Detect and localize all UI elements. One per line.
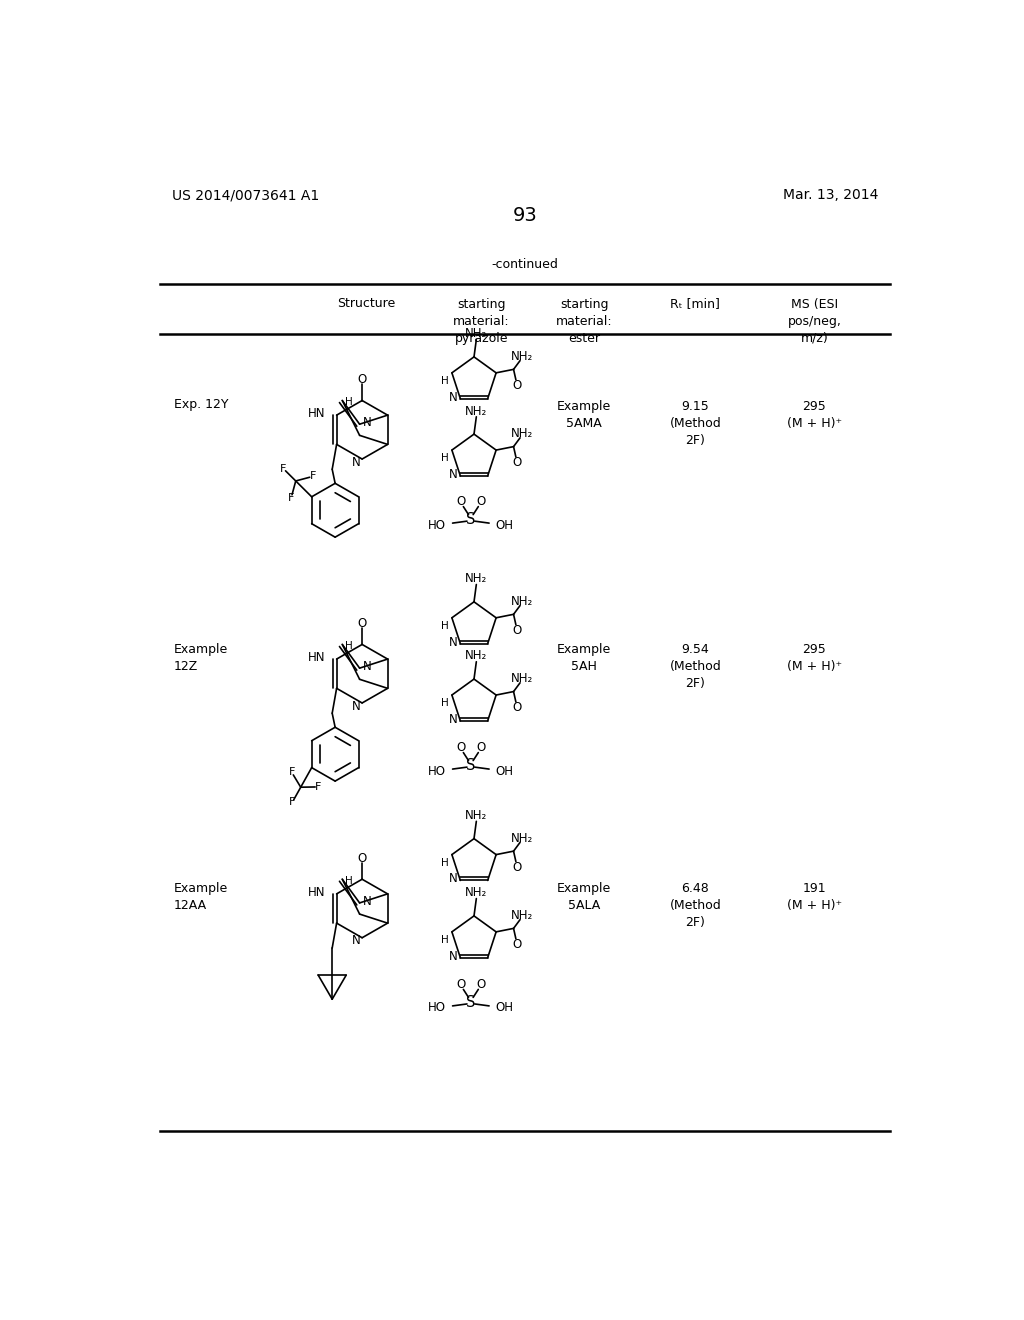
Text: HO: HO: [428, 519, 445, 532]
Text: NH₂: NH₂: [465, 649, 487, 663]
Text: N: N: [362, 660, 372, 673]
Text: OH: OH: [496, 764, 514, 777]
Text: 9.15
(Method
2F): 9.15 (Method 2F): [670, 400, 721, 447]
Text: HN: HN: [308, 886, 326, 899]
Text: N: N: [449, 391, 458, 404]
Text: NH₂: NH₂: [511, 909, 532, 923]
Text: Example
5AH: Example 5AH: [557, 643, 611, 673]
Text: 93: 93: [512, 206, 538, 224]
Text: O: O: [476, 495, 485, 508]
Text: N: N: [449, 873, 458, 886]
Text: N: N: [352, 935, 360, 948]
Text: S: S: [466, 512, 475, 527]
Text: H: H: [345, 642, 353, 651]
Text: NH₂: NH₂: [465, 886, 487, 899]
Text: Rₜ [min]: Rₜ [min]: [671, 297, 720, 310]
Text: Example
5AMA: Example 5AMA: [557, 400, 611, 430]
Text: O: O: [357, 616, 367, 630]
Text: N: N: [449, 467, 458, 480]
Text: Example
12Z: Example 12Z: [174, 643, 228, 673]
Text: 191
(M + H)⁺: 191 (M + H)⁺: [786, 882, 842, 912]
Text: NH₂: NH₂: [511, 672, 532, 685]
Text: O: O: [357, 851, 367, 865]
Text: F: F: [315, 781, 322, 792]
Text: NH₂: NH₂: [511, 832, 532, 845]
Text: NH₂: NH₂: [511, 428, 532, 441]
Text: HN: HN: [308, 651, 326, 664]
Text: O: O: [512, 457, 521, 470]
Text: 295
(M + H)⁺: 295 (M + H)⁺: [786, 400, 842, 430]
Text: O: O: [476, 978, 485, 991]
Text: -continued: -continued: [492, 257, 558, 271]
Text: 6.48
(Method
2F): 6.48 (Method 2F): [670, 882, 721, 929]
Text: N: N: [352, 455, 360, 469]
Text: NH₂: NH₂: [465, 327, 487, 341]
Text: F: F: [289, 767, 295, 777]
Text: MS (ESI
pos/neg,
m/z): MS (ESI pos/neg, m/z): [787, 297, 842, 345]
Text: O: O: [457, 742, 466, 754]
Text: NH₂: NH₂: [511, 350, 532, 363]
Text: N: N: [449, 949, 458, 962]
Text: Example
5ALA: Example 5ALA: [557, 882, 611, 912]
Text: HO: HO: [428, 764, 445, 777]
Text: starting
material:
ester: starting material: ester: [556, 297, 612, 345]
Text: N: N: [362, 416, 372, 429]
Text: H: H: [441, 620, 449, 631]
Text: O: O: [457, 495, 466, 508]
Text: Structure: Structure: [337, 297, 395, 310]
Text: O: O: [512, 939, 521, 952]
Text: H: H: [345, 397, 353, 407]
Text: S: S: [466, 994, 475, 1010]
Text: NH₂: NH₂: [465, 573, 487, 585]
Text: F: F: [289, 797, 295, 808]
Text: O: O: [512, 379, 521, 392]
Text: H: H: [441, 698, 449, 708]
Text: N: N: [362, 895, 372, 908]
Text: O: O: [512, 861, 521, 874]
Text: H: H: [441, 858, 449, 867]
Text: O: O: [457, 978, 466, 991]
Text: N: N: [449, 635, 458, 648]
Text: Example
12AA: Example 12AA: [174, 882, 228, 912]
Text: starting
material:
pyrazole: starting material: pyrazole: [453, 297, 510, 345]
Text: F: F: [281, 463, 287, 474]
Text: OH: OH: [496, 1002, 514, 1014]
Text: O: O: [512, 624, 521, 638]
Text: S: S: [466, 758, 475, 772]
Text: 9.54
(Method
2F): 9.54 (Method 2F): [670, 643, 721, 690]
Text: H: H: [441, 376, 449, 385]
Text: 295
(M + H)⁺: 295 (M + H)⁺: [786, 643, 842, 673]
Text: Mar. 13, 2014: Mar. 13, 2014: [782, 189, 878, 202]
Text: F: F: [309, 471, 315, 482]
Text: N: N: [352, 700, 360, 713]
Text: OH: OH: [496, 519, 514, 532]
Text: HN: HN: [308, 407, 326, 420]
Text: O: O: [476, 742, 485, 754]
Text: O: O: [512, 701, 521, 714]
Text: NH₂: NH₂: [511, 595, 532, 609]
Text: O: O: [357, 374, 367, 385]
Text: Exp. 12Y: Exp. 12Y: [174, 397, 228, 411]
Text: NH₂: NH₂: [465, 404, 487, 417]
Text: HO: HO: [428, 1002, 445, 1014]
Text: H: H: [441, 935, 449, 945]
Text: F: F: [288, 492, 294, 503]
Text: H: H: [345, 875, 353, 886]
Text: US 2014/0073641 A1: US 2014/0073641 A1: [172, 189, 318, 202]
Text: N: N: [449, 713, 458, 726]
Text: NH₂: NH₂: [465, 809, 487, 822]
Text: H: H: [441, 453, 449, 463]
